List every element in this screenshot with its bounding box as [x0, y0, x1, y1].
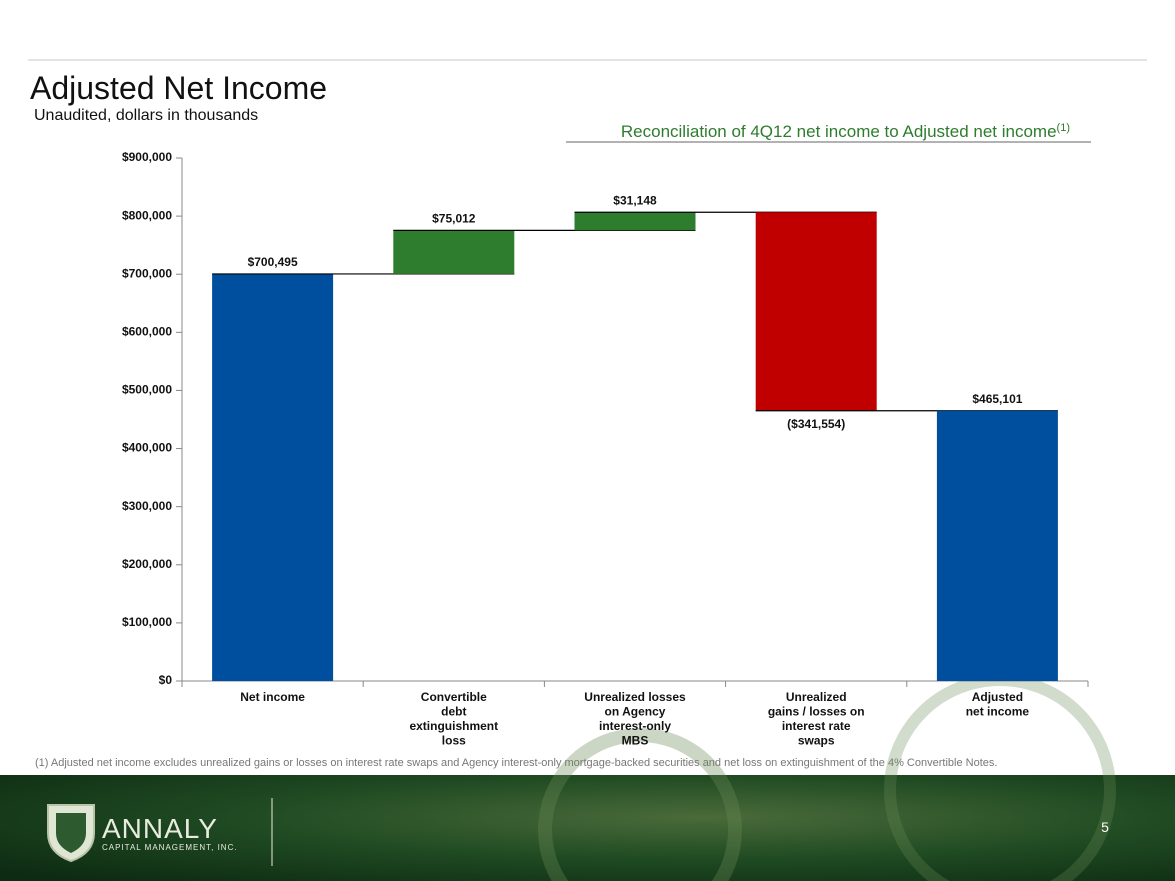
x-tick-label: Net income [240, 690, 305, 704]
value-label: ($341,554) [787, 417, 845, 431]
x-tick-label-line: Convertible [421, 690, 487, 704]
y-tick-label: $0 [159, 673, 173, 687]
y-tick-label: $700,000 [122, 266, 172, 280]
bar [755, 212, 877, 411]
logo-name: ANNALY [102, 813, 218, 844]
x-tick-label-line: net income [966, 705, 1030, 719]
x-tick-label-line: extinguishment [409, 719, 498, 733]
x-tick-label-line: gains / losses on [768, 705, 865, 719]
chart: $0 $100,000 $200,000 $300,000 $400,000 $500,0… [122, 150, 1089, 748]
logo-shield-inner [56, 813, 86, 853]
bar [574, 212, 696, 231]
x-tick-label: Adjusted net income [966, 690, 1030, 719]
x-tick-label: Unrealized gains / losses on interest rate… [768, 690, 865, 748]
footer-band [0, 775, 1175, 881]
x-tick-label-line: Net income [240, 690, 305, 704]
x-tick-label: Convertible debt extinguishment loss [409, 690, 498, 748]
x-tick-label-line: interest-only [599, 719, 671, 733]
chart-title-note: (1) [1057, 122, 1070, 134]
x-tick-label-line: MBS [622, 734, 649, 748]
y-tick-label: $100,000 [122, 615, 172, 629]
y-tick-label: $200,000 [122, 557, 172, 571]
slide-title: Adjusted Net Income [30, 70, 327, 106]
value-label: $465,101 [972, 392, 1022, 406]
x-tick-label-line: interest rate [782, 719, 851, 733]
chart-title-text: Reconciliation of 4Q12 net income to Adj… [621, 122, 1057, 141]
x-tick-label-line: Unrealized losses [584, 690, 686, 704]
chart-title: Reconciliation of 4Q12 net income to Adj… [621, 122, 1070, 141]
x-tick-label-line: Unrealized [786, 690, 847, 704]
slide-subtitle: Unaudited, dollars in thousands [34, 107, 258, 124]
y-tick-label: $400,000 [122, 441, 172, 455]
y-tick-label: $900,000 [122, 150, 172, 164]
y-tick-label: $500,000 [122, 383, 172, 397]
page-number: 5 [1101, 819, 1109, 835]
footer-gear [538, 728, 742, 881]
logo-tagline: CAPITAL MANAGEMENT, INC. [102, 843, 238, 852]
x-tick-label-line: swaps [798, 734, 835, 748]
bar [393, 230, 515, 274]
y-tick-label: $300,000 [122, 499, 172, 513]
footnote: (1) Adjusted net income excludes unreali… [35, 757, 997, 769]
bar [212, 273, 334, 681]
x-tick-label-line: debt [441, 705, 466, 719]
x-tick-label-line: on Agency [605, 705, 666, 719]
y-tick-label: $800,000 [122, 208, 172, 222]
bar [936, 410, 1058, 681]
value-label: $31,148 [613, 193, 657, 207]
x-tick-label: Unrealized losses on Agency interest-only M… [584, 690, 686, 748]
value-label: $700,495 [248, 255, 298, 269]
value-label: $75,012 [432, 212, 476, 226]
x-tick-label-line: loss [442, 734, 466, 748]
y-tick-label: $600,000 [122, 325, 172, 339]
x-tick-label-line: Adjusted [972, 690, 1023, 704]
